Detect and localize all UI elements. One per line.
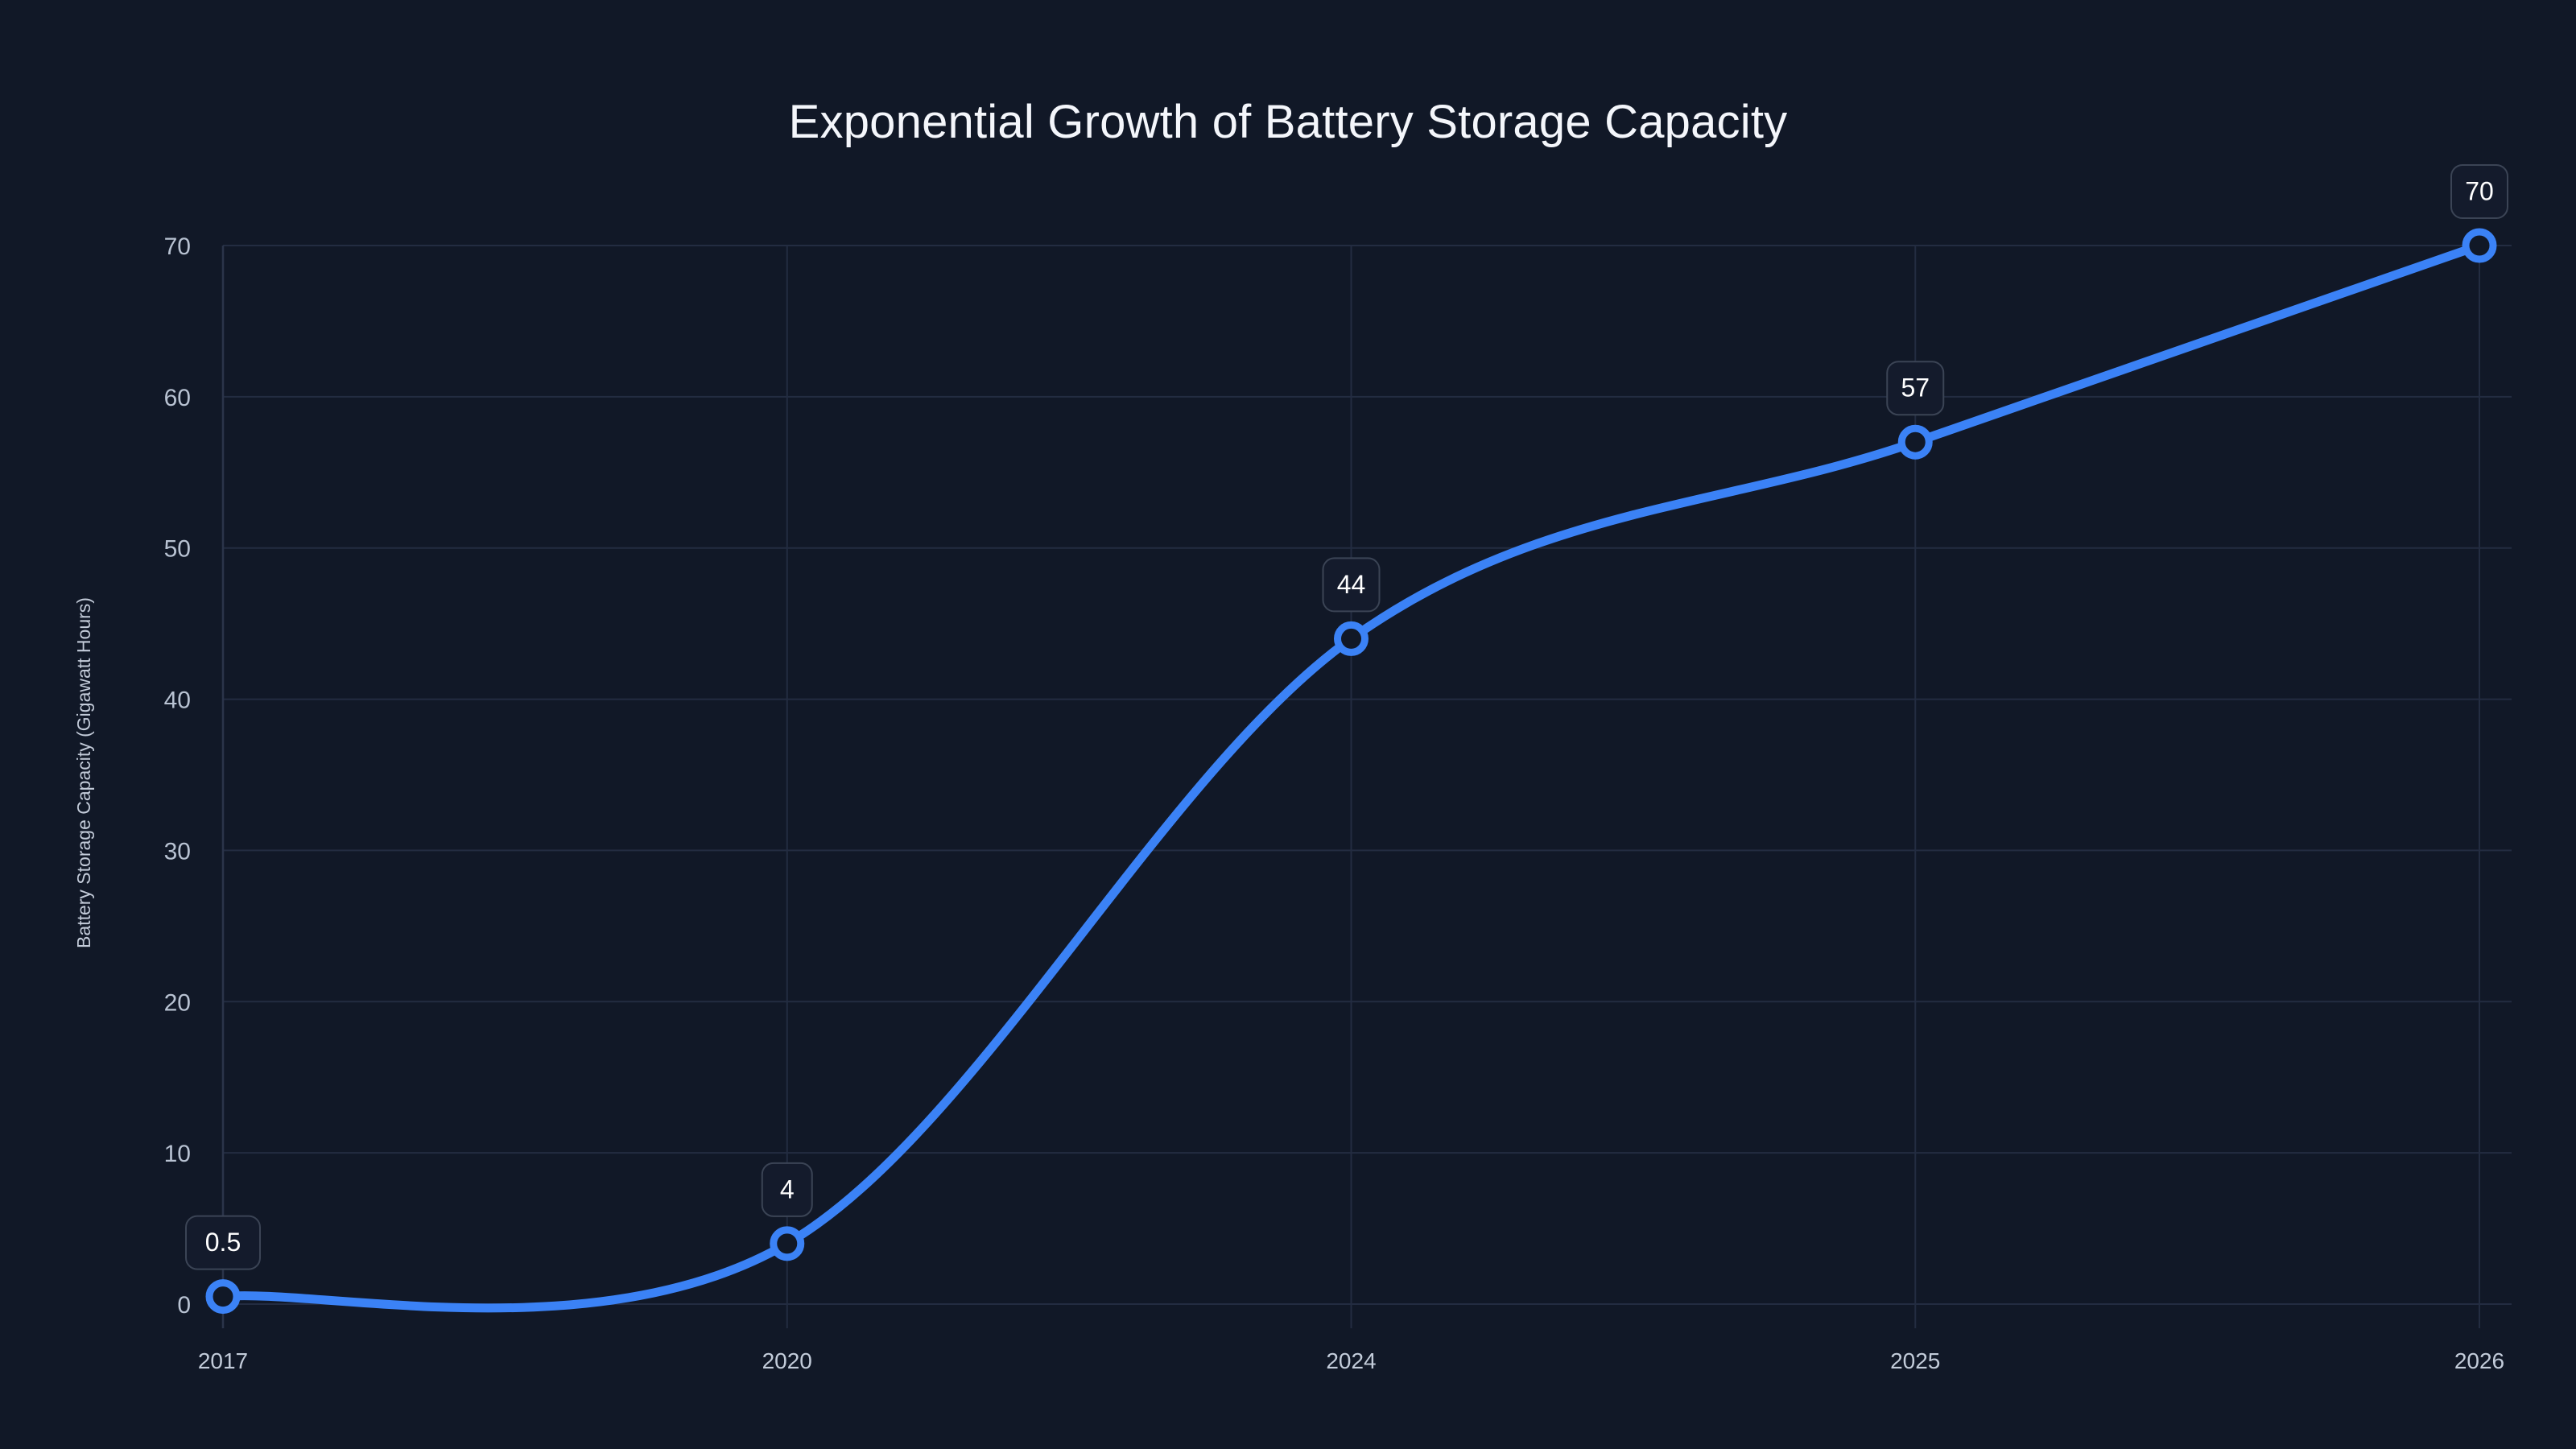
data-series: [218, 241, 2484, 1313]
series-line-battery-storage-capacity: [218, 241, 2484, 1313]
data-point-label-box: [1886, 361, 1945, 416]
y-tick-label: 50: [164, 536, 191, 563]
data-point-marker[interactable]: [205, 1279, 241, 1315]
data-point-marker[interactable]: [1334, 621, 1368, 656]
data-point-label: 57: [1886, 361, 1945, 416]
y-tick-label: 0: [177, 1292, 191, 1319]
y-gridlines: [223, 245, 2512, 1305]
data-point-label-box: [185, 1215, 261, 1270]
data-point-label-text: 44: [1337, 570, 1366, 599]
x-tick-label: 2025: [1890, 1348, 1940, 1373]
data-point-label: 0.5: [185, 1215, 261, 1270]
chart-title: Exponential Growth of Battery Storage Ca…: [788, 96, 1788, 148]
data-point-label-text: 70: [2465, 176, 2494, 205]
y-tick-label: 10: [164, 1141, 191, 1167]
data-point-label-text: 4: [780, 1174, 795, 1203]
data-point-marker[interactable]: [1897, 424, 1933, 460]
x-tick-labels: 2017 2020 2024 2025 2026: [198, 1348, 2504, 1373]
y-tick-label: 30: [164, 838, 191, 865]
x-gridlines: [222, 246, 2480, 1328]
data-point-label-box: [761, 1162, 813, 1217]
y-tick-label: 70: [164, 233, 191, 260]
x-tick-label: 2017: [198, 1348, 248, 1373]
data-point-label-box: [2450, 164, 2508, 219]
y-tick-label: 20: [164, 989, 191, 1016]
data-point-marker[interactable]: [770, 1226, 805, 1261]
data-point-label: 70: [2450, 164, 2508, 219]
x-tick-label: 2024: [1326, 1348, 1376, 1373]
y-tick-labels: 0 10 20 30 40 50 60 70: [164, 233, 191, 1319]
data-point-label-text: 57: [1901, 374, 1930, 402]
y-tick-label: 60: [164, 385, 191, 411]
x-tick-label: 2020: [762, 1348, 812, 1373]
data-point-label-box: [1322, 557, 1381, 613]
data-point-label: 44: [1322, 557, 1381, 613]
y-tick-label: 40: [164, 687, 191, 714]
data-point-label: 4: [761, 1162, 813, 1217]
data-point-label-text: 0.5: [205, 1228, 241, 1257]
data-point-markers: [205, 228, 2497, 1315]
x-tick-label: 2026: [2454, 1348, 2504, 1373]
data-point-marker[interactable]: [2462, 228, 2497, 263]
